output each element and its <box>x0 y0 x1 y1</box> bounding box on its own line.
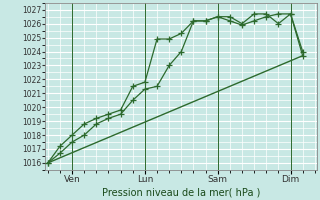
X-axis label: Pression niveau de la mer( hPa ): Pression niveau de la mer( hPa ) <box>102 187 260 197</box>
